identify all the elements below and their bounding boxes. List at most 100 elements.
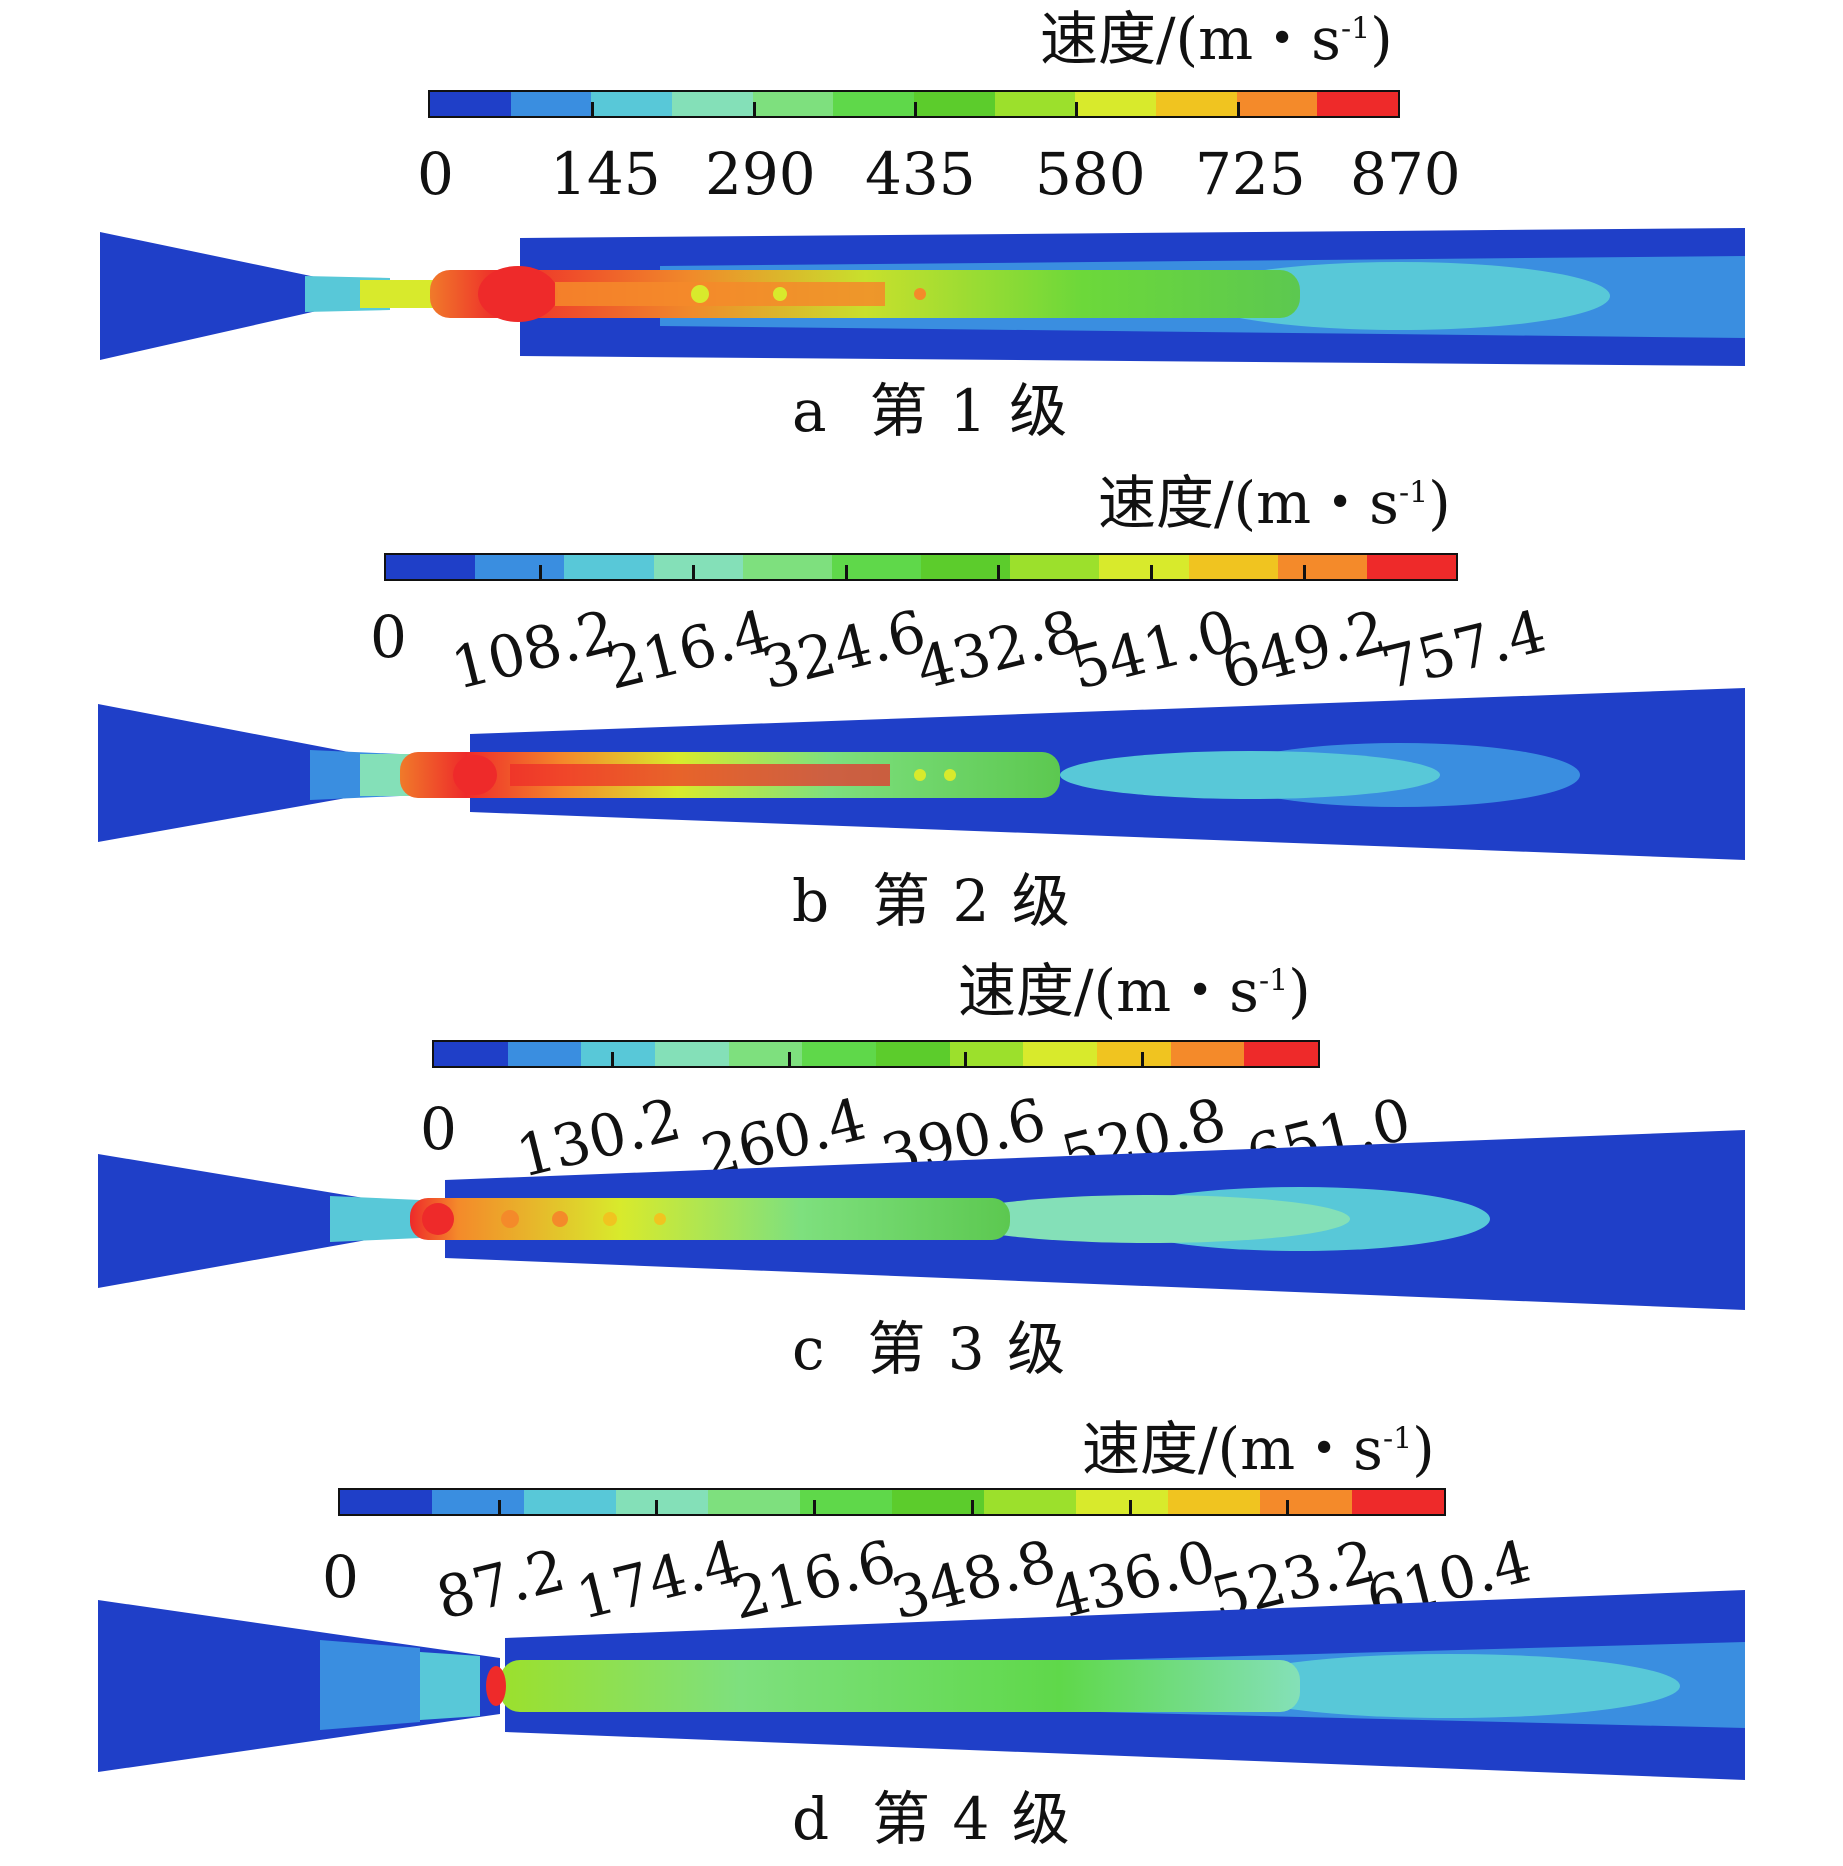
- velocity-unit-label: 速度/(m・s-1): [1098, 469, 1451, 537]
- colorbar-tick: [610, 1052, 614, 1068]
- colorbar-segment: [616, 1490, 708, 1514]
- colorbar-segment: [1317, 92, 1399, 116]
- colorbar-segment: [1099, 555, 1189, 579]
- velocity-contour-stage-2: [98, 688, 1745, 860]
- tick-label: 580: [1035, 140, 1146, 208]
- colorbar-segment: [1010, 555, 1100, 579]
- colorbar-segment: [1244, 1042, 1319, 1066]
- colorbar-segment: [802, 1042, 877, 1066]
- colorbar-tick: [1303, 565, 1307, 581]
- colorbar-tick: [1150, 565, 1154, 581]
- colorbar-segment: [949, 1042, 1024, 1066]
- colorbar-segment: [984, 1490, 1076, 1514]
- colorbar-segment: [434, 1042, 508, 1066]
- colorbar-segment: [507, 1042, 582, 1066]
- tick-label: 290: [705, 140, 816, 208]
- tick-label: 649.2: [1214, 596, 1393, 703]
- velocity-unit-label: 速度/(m・s-1): [1082, 1415, 1435, 1483]
- colorbar-segment: [475, 555, 565, 579]
- colorbar-segment: [914, 92, 995, 116]
- tick-label: 870: [1350, 140, 1461, 208]
- colorbar-segment: [1170, 1042, 1245, 1066]
- colorbar-segment: [1156, 92, 1237, 116]
- colorbar: [338, 1488, 1446, 1516]
- colorbar-segment: [1352, 1490, 1444, 1514]
- tick-label: 145: [550, 140, 661, 208]
- colorbar-segment: [591, 92, 673, 116]
- colorbar-tick: [813, 1500, 817, 1516]
- colorbar-segment: [653, 555, 743, 579]
- colorbar-tick: [752, 102, 756, 118]
- colorbar-tick: [655, 1500, 659, 1516]
- colorbar-segment: [1097, 1042, 1171, 1066]
- colorbar-segment: [430, 92, 511, 116]
- tick-label: 0: [420, 1095, 457, 1163]
- colorbar-tick: [787, 1052, 791, 1068]
- colorbar: [432, 1040, 1320, 1068]
- colorbar-segment: [833, 92, 915, 116]
- caption-b: b 第 2 级: [792, 867, 1072, 935]
- tick-label: 0: [417, 140, 454, 208]
- colorbar-segment: [1260, 1490, 1352, 1514]
- colorbar-tick: [964, 1052, 968, 1068]
- colorbar-segment: [1236, 92, 1318, 116]
- caption-c: c 第 3 级: [792, 1315, 1068, 1383]
- colorbar-segment: [581, 1042, 656, 1066]
- colorbar-tick: [591, 102, 595, 118]
- tick-label: 541.0: [1064, 596, 1243, 703]
- colorbar-segment: [1277, 555, 1367, 579]
- tick-label: 108.2: [444, 596, 623, 703]
- colorbar-segment: [708, 1490, 800, 1514]
- colorbar-segment: [752, 92, 834, 116]
- colorbar-segment: [1366, 555, 1457, 579]
- colorbar-tick: [497, 1500, 501, 1516]
- caption-a: a 第 1 级: [792, 377, 1070, 445]
- colorbar-tick: [1236, 102, 1240, 118]
- colorbar-tick: [1141, 1052, 1145, 1068]
- velocity-unit-label: 速度/(m・s-1): [1040, 5, 1393, 73]
- colorbar-segment: [672, 92, 753, 116]
- tick-label: 0: [370, 603, 407, 671]
- velocity-unit-label: 速度/(m・s-1): [958, 957, 1311, 1025]
- colorbar-segment: [876, 1042, 950, 1066]
- colorbar-segment: [340, 1490, 432, 1514]
- tick-label: 757.4: [1374, 596, 1553, 703]
- colorbar-tick: [538, 565, 542, 581]
- colorbar-segment: [1075, 92, 1157, 116]
- tick-label: 324.6: [754, 596, 933, 703]
- colorbar-tick: [970, 1500, 974, 1516]
- velocity-contour-stage-3: [98, 1130, 1745, 1310]
- colorbar-segment: [1076, 1490, 1168, 1514]
- colorbar-segment: [728, 1042, 803, 1066]
- tick-label: 216.4: [599, 596, 778, 703]
- caption-d: d 第 4 级: [792, 1785, 1072, 1853]
- colorbar-segment: [1168, 1490, 1260, 1514]
- colorbar-tick: [997, 565, 1001, 581]
- tick-label: 435: [865, 140, 976, 208]
- colorbar-segment: [655, 1042, 729, 1066]
- tick-label: 432.8: [909, 596, 1088, 703]
- colorbar-tick: [1075, 102, 1079, 118]
- tick-label: 725: [1195, 140, 1306, 208]
- colorbar-segment: [1023, 1042, 1098, 1066]
- colorbar-tick: [1128, 1500, 1132, 1516]
- colorbar-segment: [921, 555, 1011, 579]
- velocity-contour-stage-1: [100, 228, 1745, 366]
- colorbar-segment: [1188, 555, 1278, 579]
- colorbar-segment: [510, 92, 592, 116]
- colorbar-tick: [914, 102, 917, 118]
- colorbar: [384, 553, 1458, 581]
- colorbar-segment: [742, 555, 832, 579]
- colorbar-segment: [386, 555, 476, 579]
- colorbar-tick: [844, 565, 848, 581]
- velocity-contour-stage-4: [98, 1590, 1745, 1780]
- colorbar: [428, 90, 1400, 118]
- colorbar-segment: [892, 1490, 984, 1514]
- colorbar-tick: [1286, 1500, 1290, 1516]
- tick-label: 0: [322, 1543, 359, 1611]
- colorbar-segment: [564, 555, 654, 579]
- colorbar-tick: [691, 565, 695, 581]
- colorbar-segment: [994, 92, 1076, 116]
- colorbar-segment: [524, 1490, 616, 1514]
- colorbar-segment: [432, 1490, 524, 1514]
